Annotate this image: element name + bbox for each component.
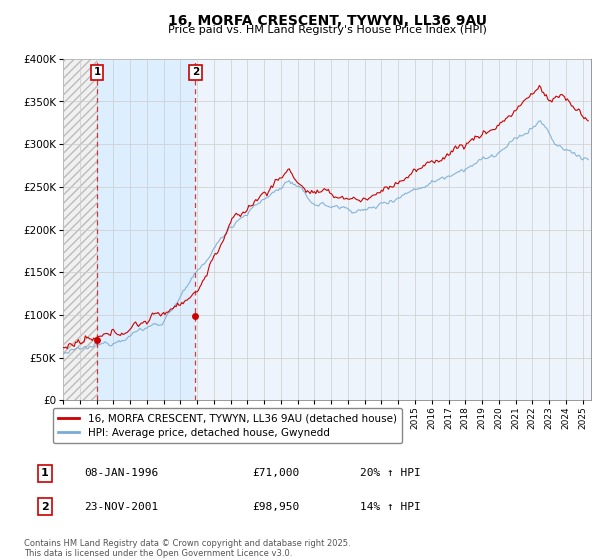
Text: 08-JAN-1996: 08-JAN-1996 — [84, 468, 158, 478]
Bar — [196, 59, 591, 400]
Text: 1: 1 — [41, 468, 49, 478]
Text: 23-NOV-2001: 23-NOV-2001 — [84, 502, 158, 512]
Bar — [63, 59, 97, 400]
Text: 2: 2 — [192, 67, 199, 77]
Text: 1: 1 — [94, 67, 101, 77]
Text: Contains HM Land Registry data © Crown copyright and database right 2025.
This d: Contains HM Land Registry data © Crown c… — [24, 539, 350, 558]
Legend: 16, MORFA CRESCENT, TYWYN, LL36 9AU (detached house), HPI: Average price, detach: 16, MORFA CRESCENT, TYWYN, LL36 9AU (det… — [53, 408, 402, 443]
Text: 16, MORFA CRESCENT, TYWYN, LL36 9AU: 16, MORFA CRESCENT, TYWYN, LL36 9AU — [167, 14, 487, 28]
Text: 20% ↑ HPI: 20% ↑ HPI — [360, 468, 421, 478]
Text: £98,950: £98,950 — [252, 502, 299, 512]
Text: £71,000: £71,000 — [252, 468, 299, 478]
Text: 2: 2 — [41, 502, 49, 512]
Text: 14% ↑ HPI: 14% ↑ HPI — [360, 502, 421, 512]
Text: Price paid vs. HM Land Registry's House Price Index (HPI): Price paid vs. HM Land Registry's House … — [167, 25, 487, 35]
Bar — [97, 59, 196, 400]
